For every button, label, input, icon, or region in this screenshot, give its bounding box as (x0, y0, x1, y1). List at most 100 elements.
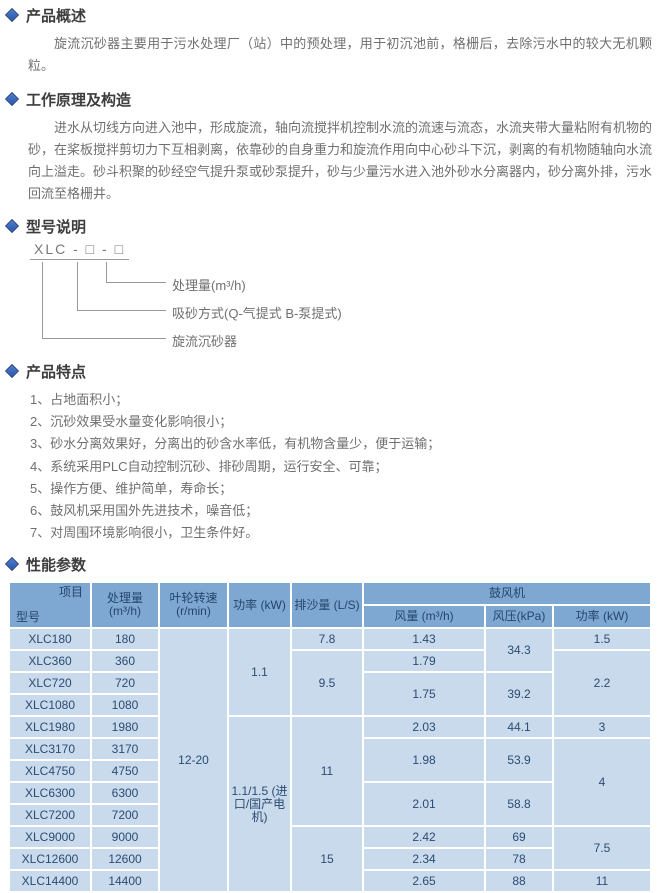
table-row: XLC720 720 1.75 39.2 (10, 673, 650, 716)
cell-pressure: 58.8 (486, 783, 552, 826)
header-capacity: 处理量 (m³/h) (92, 583, 158, 628)
cell-model: XLC720 (10, 673, 90, 694)
connector-line-device (42, 262, 166, 339)
cell-model: XLC9000 (10, 827, 90, 848)
cell-air: 1.98 (364, 739, 484, 782)
model-label-device: 旋流沉砂器 (172, 334, 238, 349)
feature-item: 6、鼓风机采用国外先进技术，噪音低； (30, 503, 259, 519)
cell-model: XLC180 (10, 629, 90, 650)
cell-pressure: 78 (486, 849, 552, 870)
cell-pressure: 69 (486, 827, 552, 848)
cell-capacity: 12600 (92, 849, 158, 870)
connector-line-capacity (106, 262, 166, 283)
cell-blower-power: 11 (554, 871, 651, 892)
table-row: XLC360 360 9.5 1.79 2.2 (10, 651, 651, 716)
principle-paragraph: 进水从切线方向进入池中，形成旋流，轴向流搅拌机控制水流的流速与流态，水流夹带大量… (28, 120, 653, 201)
cell-model: XLC360 (10, 651, 90, 672)
table-row: XLC180 180 12-20 1.1 7.8 1.43 34.3 1.5 (10, 629, 651, 892)
feature-item: 3、砂水分离效果好，分离出的砂含水率低，有机物含量少，便于运输； (30, 436, 441, 452)
cell-blower-power: 4 (554, 739, 651, 826)
cell-air: 2.03 (364, 717, 484, 738)
cell-air: 1.43 (364, 629, 484, 650)
diamond-icon (4, 557, 20, 572)
diamond-icon (4, 7, 20, 23)
performance-table: 项目 型号 处理量 (m³/h) 叶轮转速 (r/min) 功率 (kW) 排沙… (8, 581, 653, 893)
performance-heading: 性能参数 (4, 554, 652, 574)
cell-pressure: 44.1 (486, 717, 552, 738)
table-row: XLC1980 1980 1.1/1.5 (进口/国产电机) 11 2.03 4… (10, 717, 651, 892)
table-subheader-row: 风量 (m³/h) 风压(kPa) 功率 (kW) (10, 606, 651, 628)
cell-blower-power: 1.5 (554, 629, 651, 650)
cell-capacity: 7200 (92, 805, 158, 826)
cell-sand: 11 (292, 717, 362, 826)
cell-capacity: 14400 (92, 871, 158, 892)
cell-sand: 7.8 (292, 629, 362, 650)
cell-pressure: 34.3 (486, 629, 552, 672)
cell-capacity: 1980 (92, 717, 158, 738)
cell-air: 1.79 (364, 651, 484, 672)
header-speed: 叶轮转速 (r/min) (160, 583, 227, 628)
cell-blower-power: 2.2 (554, 651, 651, 716)
model-heading: 型号说明 (4, 216, 652, 236)
cell-air: 1.75 (364, 673, 484, 716)
model-heading-label: 型号说明 (26, 218, 87, 236)
cell-air: 2.42 (364, 827, 484, 848)
cell-blower-power: 7.5 (554, 827, 651, 870)
corner-item-label: 项目 (58, 585, 83, 600)
cell-pressure: 39.2 (486, 673, 552, 716)
feature-item: 1、占地面积小； (30, 392, 129, 407)
document-page: 产品概述 旋流沉砂器主要用于污水处理厂（站）中的预处理，用于初沉池前，格栅后，去… (0, 5, 660, 892)
overview-paragraph: 旋流沉砂器主要用于污水处理厂（站）中的预处理，用于初沉池前，格栅后，去除污水中的… (28, 36, 652, 73)
cell-capacity: 1080 (92, 695, 158, 716)
header-blower-air: 风量 (m³/h) (364, 606, 484, 628)
cell-model: XLC3170 (10, 739, 90, 760)
principle-heading: 工作原理及构造 (4, 89, 652, 109)
cell-speed: 12-20 (160, 629, 227, 892)
cell-model: XLC6300 (10, 783, 90, 804)
cell-sand: 15 (292, 827, 362, 892)
cell-capacity: 360 (92, 651, 158, 672)
section-performance: 性能参数 项目 型号 处理量 (m³/h) 叶轮转速 (r/min) 功率 (k… (0, 554, 660, 893)
cell-air: 2.34 (364, 849, 484, 870)
connector-line-suction (77, 262, 166, 311)
cell-capacity: 3170 (92, 739, 158, 760)
table-row: XLC1080 1080 (10, 695, 650, 716)
header-power: 功率 (kW) (229, 583, 290, 628)
table-row: XLC9000 9000 15 2.42 69 7.5 (10, 827, 651, 892)
model-label-suction: 吸砂方式(Q-气提式 B-泵提式) (172, 306, 342, 321)
cell-capacity: 720 (92, 673, 158, 694)
cell-power: 1.1/1.5 (进口/国产电机) (229, 717, 290, 892)
cell-model: XLC1980 (10, 717, 90, 738)
feature-item: 7、对周围环境影响很小，卫生条件好。 (30, 525, 259, 541)
corner-header-cell: 项目 型号 (10, 583, 90, 628)
feature-item: 5、操作方便、维护简单，寿命长； (30, 480, 233, 496)
overview-heading: 产品概述 (4, 5, 652, 25)
feature-item: 4、系统采用PLC自动控制沉砂、排砂周期，运行安全、可靠； (30, 458, 388, 474)
diamond-icon (4, 363, 20, 379)
cell-model: XLC12600 (10, 849, 90, 870)
table-row: XLC6300 6300 2.01 58.8 (10, 783, 650, 826)
cell-pressure: 53.9 (486, 739, 552, 782)
feature-item: 2、沉砂效果受水量变化影响很小； (30, 414, 233, 430)
cell-model: XLC7200 (10, 805, 90, 826)
cell-model: XLC4750 (10, 761, 90, 782)
cell-capacity: 9000 (92, 827, 158, 848)
principle-heading-label: 工作原理及构造 (26, 91, 132, 109)
cell-capacity: 4750 (92, 761, 158, 782)
cell-sand: 9.5 (292, 651, 362, 716)
features-heading: 产品特点 (4, 361, 652, 381)
header-sand: 排沙量 (L/S) (292, 583, 362, 628)
cell-blower-power: 3 (554, 717, 651, 738)
corner-model-label: 型号 (16, 610, 41, 625)
cell-model: XLC14400 (10, 871, 90, 892)
header-blower-power: 功率 (kW) (554, 606, 651, 628)
cell-capacity: 180 (92, 629, 158, 650)
overview-heading-label: 产品概述 (26, 7, 87, 25)
table-row: XLC4750 4750 (10, 761, 650, 782)
section-features: 产品特点 1、占地面积小； 2、沉砂效果受水量变化影响很小； 3、砂水分离效果好… (0, 361, 660, 544)
features-heading-label: 产品特点 (26, 363, 87, 381)
section-principle: 工作原理及构造 进水从切线方向进入池中，形成旋流，轴向流搅拌机控制水流的流速与流… (0, 89, 660, 205)
model-code-diagram: XLC - □ - □ 处理量(m³/h) 吸砂方式(Q-气提式 B-泵提式) … (0, 241, 660, 355)
performance-heading-label: 性能参数 (26, 556, 87, 574)
diamond-icon (4, 91, 20, 107)
